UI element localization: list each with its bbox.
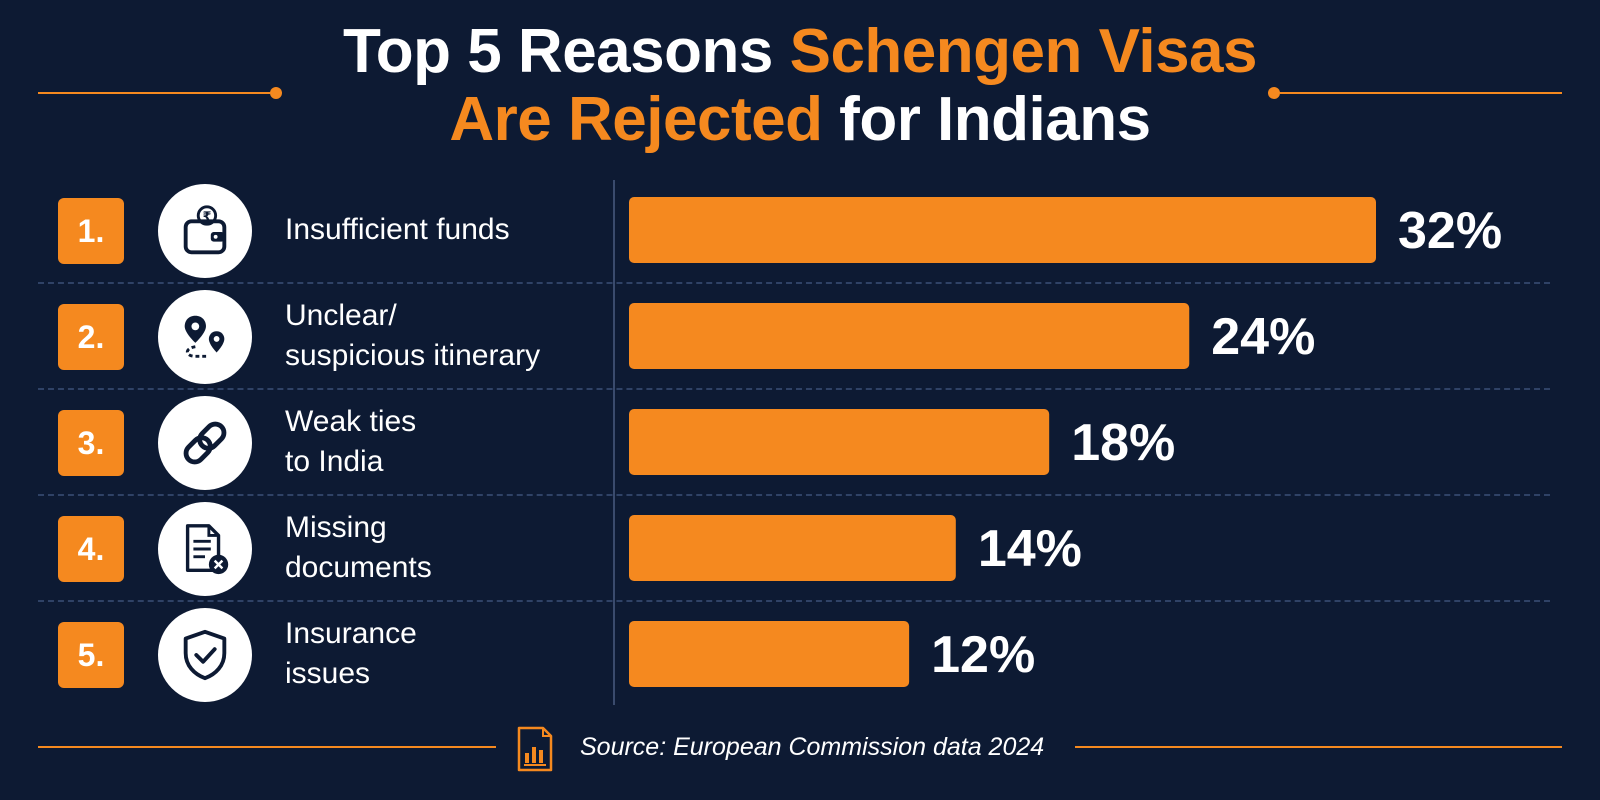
reason-label: Insurance issues <box>285 601 605 707</box>
reason-label-line-1: Weak ties <box>285 405 417 438</box>
report-chart-icon <box>515 725 555 773</box>
reason-row-5: 5. Insurance issues <box>0 601 1600 707</box>
reason-label-line-2: suspicious itinerary <box>285 339 541 372</box>
reason-row-3: 3. Weak ties to India <box>0 389 1600 495</box>
svg-text:₹: ₹ <box>203 208 212 223</box>
reason-label-line-1: Insurance <box>285 617 417 650</box>
reason-label-line-1: Insufficient funds <box>285 213 510 246</box>
reason-label-line-2: to India <box>285 445 384 478</box>
rank-badge: 3. <box>58 410 124 476</box>
reason-label: Insufficient funds <box>285 177 605 283</box>
title-left-line <box>38 92 270 94</box>
row-separator <box>38 282 1550 284</box>
bar-4 <box>629 515 956 581</box>
footer-right-line <box>1075 746 1562 748</box>
title-part-3-accent: Are Rejected <box>449 85 823 154</box>
reason-label: Unclear/suspicious itinerary <box>285 283 605 389</box>
bar-5 <box>629 621 910 687</box>
rank-badge: 5. <box>58 622 124 688</box>
title-left-dot <box>270 87 282 99</box>
bar-value-label-2: 24% <box>1211 308 1315 366</box>
bar-value-label-4: 14% <box>978 520 1082 578</box>
row-separator <box>38 494 1550 496</box>
bar-3 <box>629 409 1050 475</box>
reason-label: Weak ties to India <box>285 389 605 495</box>
title-right-line <box>1280 92 1562 94</box>
title-right-dot <box>1268 87 1280 99</box>
bar-value-label-3: 18% <box>1071 414 1175 472</box>
route-pins-icon <box>158 290 252 384</box>
title-part-1: Top 5 Reasons <box>342 17 790 86</box>
reason-row-1: 1. ₹ Insufficient funds <box>0 177 1600 283</box>
row-separator <box>38 600 1550 602</box>
title-part-2-accent: Schengen Visas <box>789 17 1258 86</box>
reason-label: Missing documents <box>285 495 605 601</box>
reason-label-line-1: Unclear/ <box>285 299 397 332</box>
source-note: Source: European Commission data 2024 <box>580 733 1045 761</box>
row-separator <box>38 388 1550 390</box>
rank-badge: 2. <box>58 304 124 370</box>
chart-axis <box>613 180 615 705</box>
bar-2 <box>629 303 1190 369</box>
reason-row-2: 2. Unclear/suspicious itinerary <box>0 283 1600 389</box>
reason-label-line-2: documents <box>285 551 432 584</box>
reason-row-4: 4. Missing documents <box>0 495 1600 601</box>
page-title: Top 5 Reasons Schengen Visas Are Rejecte… <box>0 18 1600 154</box>
shield-check-icon <box>158 608 252 702</box>
wallet-rupee-icon: ₹ <box>158 184 252 278</box>
bar-value-label-1: 32% <box>1398 202 1502 260</box>
title-part-4: for Indians <box>822 85 1151 154</box>
reason-label-line-1: Missing <box>285 511 387 544</box>
reason-label-line-2: issues <box>285 657 371 690</box>
title-line-2: Are Rejected for Indians <box>0 86 1600 154</box>
footer-left-line <box>38 746 496 748</box>
rank-badge: 1. <box>58 198 124 264</box>
title-line-1: Top 5 Reasons Schengen Visas <box>0 18 1600 86</box>
rank-badge: 4. <box>58 516 124 582</box>
bar-1 <box>629 197 1376 263</box>
document-error-icon <box>158 502 252 596</box>
chain-link-icon <box>158 396 252 490</box>
bar-value-label-5: 12% <box>931 626 1035 684</box>
